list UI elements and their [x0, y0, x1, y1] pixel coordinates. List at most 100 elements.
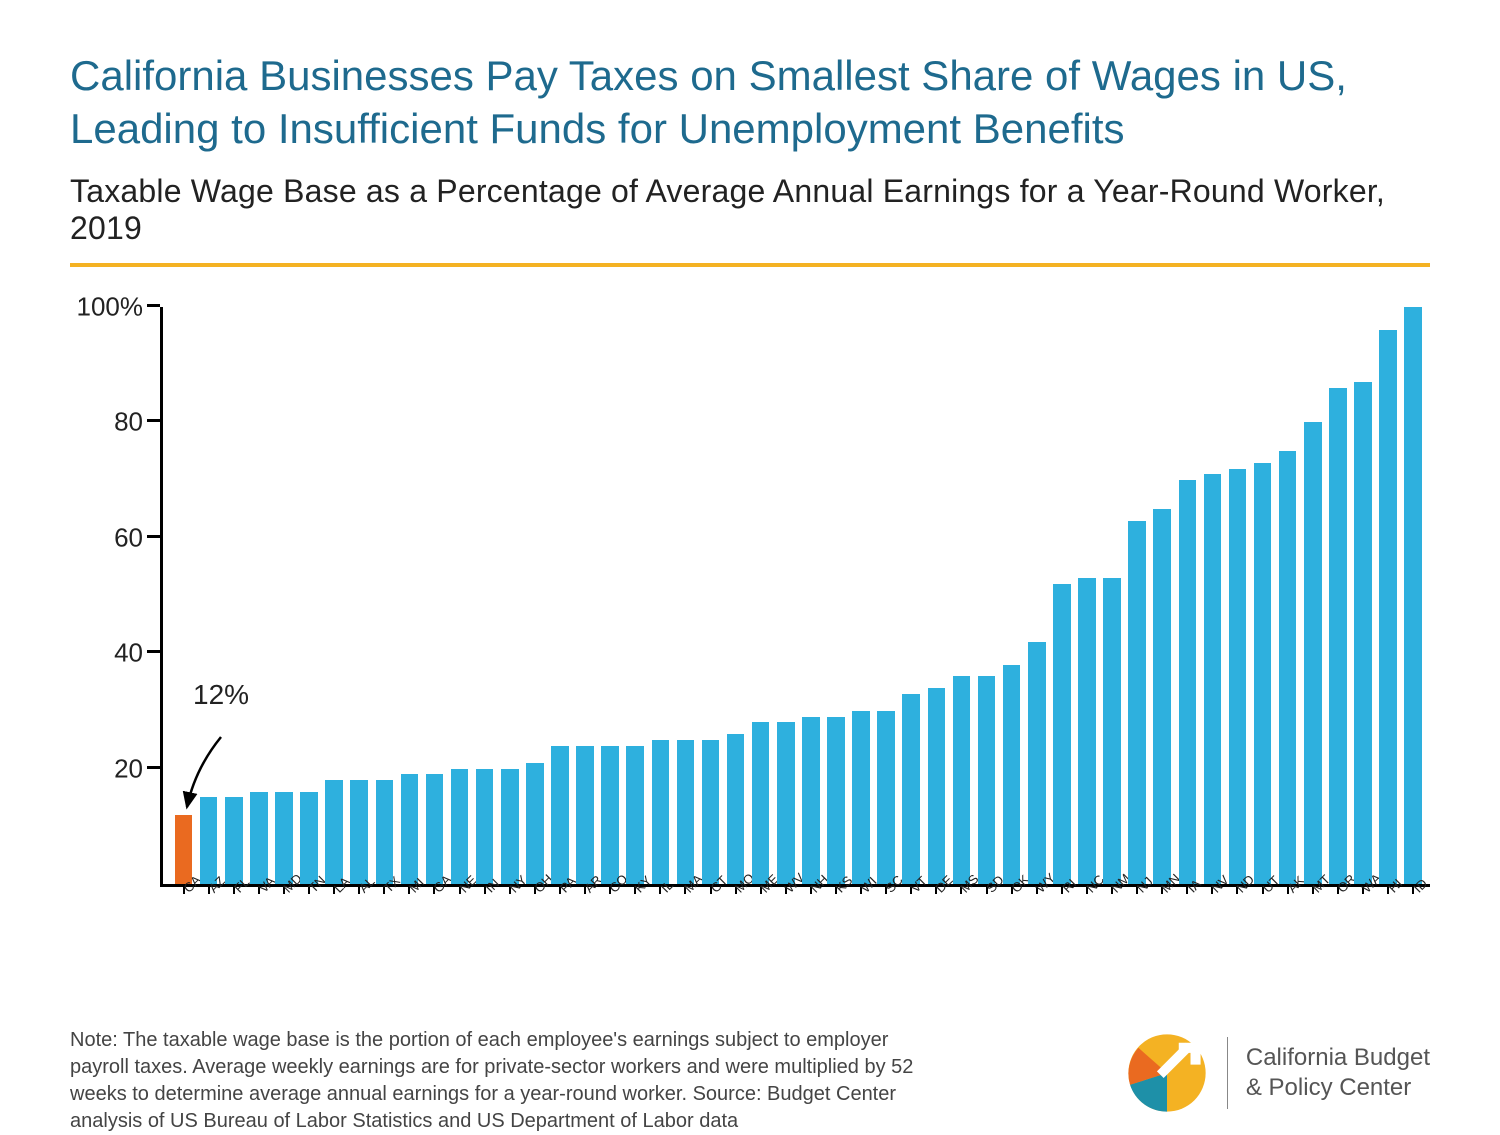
- bar-slot: MA: [673, 307, 698, 884]
- bar-slot: AK: [1275, 307, 1300, 884]
- chart-area: CAAZFLVAMDTNLAALTXMIGANEINNYOHPAARCOKYIL…: [70, 307, 1430, 957]
- bar-slot: MT: [1300, 307, 1325, 884]
- bar-VT: [902, 694, 920, 884]
- brand-block: California Budget & Policy Center: [1125, 1031, 1430, 1115]
- bar-slot: OH: [522, 307, 547, 884]
- brand-name: California Budget & Policy Center: [1246, 1043, 1430, 1103]
- bar-NE: [451, 769, 469, 884]
- bar-WY: [1028, 642, 1046, 884]
- bar-WI: [852, 711, 870, 884]
- bar-ME: [752, 722, 770, 884]
- bar-IL: [652, 740, 670, 884]
- bar-slot: MD: [271, 307, 296, 884]
- bar-slot: AL: [347, 307, 372, 884]
- bars-container: CAAZFLVAMDTNLAALTXMIGANEINNYOHPAARCOKYIL…: [171, 307, 1426, 884]
- bar-MS: [953, 676, 971, 884]
- bar-slot: CO: [598, 307, 623, 884]
- bar-MD: [275, 792, 293, 884]
- bar-slot: NH: [798, 307, 823, 884]
- bar-slot: VA: [246, 307, 271, 884]
- bar-OR: [1329, 388, 1347, 884]
- bar-IA: [1179, 480, 1197, 884]
- bar-slot: SC: [874, 307, 899, 884]
- callout-label: 12%: [193, 679, 249, 711]
- y-tick: [147, 419, 160, 422]
- bar-slot: NE: [447, 307, 472, 884]
- bar-slot: KY: [623, 307, 648, 884]
- bar-LA: [325, 780, 343, 884]
- bar-slot: MO: [723, 307, 748, 884]
- plot-region: CAAZFLVAMDTNLAALTXMIGANEINNYOHPAARCOKYIL…: [160, 307, 1430, 887]
- bar-slot: WA: [1350, 307, 1375, 884]
- bar-AK: [1279, 451, 1297, 884]
- bar-SD: [978, 676, 996, 884]
- bar-slot: OR: [1325, 307, 1350, 884]
- bar-slot: NJ: [1125, 307, 1150, 884]
- y-tick: [147, 650, 160, 653]
- bar-AL: [350, 780, 368, 884]
- bar-NY: [501, 769, 519, 884]
- bar-PA: [551, 746, 569, 884]
- bar-AR: [576, 746, 594, 884]
- footnote: Note: The taxable wage base is the porti…: [70, 1027, 950, 1135]
- bar-NJ: [1128, 521, 1146, 885]
- y-axis-label: 80: [114, 407, 143, 438]
- bar-slot: AR: [573, 307, 598, 884]
- bar-IN: [476, 769, 494, 884]
- bar-slot: RI: [1049, 307, 1074, 884]
- bar-slot: ND: [1225, 307, 1250, 884]
- bar-MA: [677, 740, 695, 884]
- bar-slot: FL: [221, 307, 246, 884]
- bar-CA: [175, 815, 193, 884]
- bar-MT: [1304, 422, 1322, 884]
- y-tick: [147, 304, 160, 307]
- bar-NC: [1078, 578, 1096, 884]
- bar-slot: UT: [1250, 307, 1275, 884]
- bar-slot: NM: [1099, 307, 1124, 884]
- chart-subtitle: Taxable Wage Base as a Percentage of Ave…: [70, 173, 1430, 247]
- bar-NM: [1103, 578, 1121, 884]
- brand-line2: & Policy Center: [1246, 1073, 1430, 1103]
- bar-WA: [1354, 382, 1372, 884]
- bar-slot: CA: [171, 307, 196, 884]
- bar-MN: [1153, 509, 1171, 884]
- bar-slot: IN: [472, 307, 497, 884]
- bar-slot: MI: [397, 307, 422, 884]
- bar-slot: TX: [372, 307, 397, 884]
- bar-slot: IA: [1175, 307, 1200, 884]
- y-axis-label: 40: [114, 638, 143, 669]
- bar-NH: [802, 717, 820, 884]
- bar-slot: PA: [547, 307, 572, 884]
- bar-slot: KS: [823, 307, 848, 884]
- bar-slot: MN: [1150, 307, 1175, 884]
- bar-GA: [426, 774, 444, 884]
- brand-logo-icon: [1125, 1031, 1209, 1115]
- bar-KS: [827, 717, 845, 884]
- brand-line1: California Budget: [1246, 1043, 1430, 1073]
- bar-slot: IL: [648, 307, 673, 884]
- bar-WV: [777, 722, 795, 884]
- bar-slot: OK: [999, 307, 1024, 884]
- bar-ND: [1229, 469, 1247, 884]
- y-tick: [147, 535, 160, 538]
- bar-CT: [702, 740, 720, 884]
- bar-UT: [1254, 463, 1272, 884]
- brand-separator: [1227, 1037, 1228, 1109]
- bar-DE: [928, 688, 946, 884]
- bar-slot: ME: [748, 307, 773, 884]
- bar-VA: [250, 792, 268, 884]
- bar-slot: NV: [1200, 307, 1225, 884]
- bar-slot: TN: [296, 307, 321, 884]
- bar-slot: NC: [1074, 307, 1099, 884]
- bar-OH: [526, 763, 544, 884]
- bar-slot: HI: [1376, 307, 1401, 884]
- bar-slot: SD: [974, 307, 999, 884]
- bar-MI: [401, 774, 419, 884]
- bar-slot: WY: [1024, 307, 1049, 884]
- bar-OK: [1003, 665, 1021, 884]
- bar-TX: [376, 780, 394, 884]
- bar-slot: AZ: [196, 307, 221, 884]
- bar-SC: [877, 711, 895, 884]
- chart-title: California Businesses Pay Taxes on Small…: [70, 50, 1430, 155]
- bar-HI: [1379, 330, 1397, 884]
